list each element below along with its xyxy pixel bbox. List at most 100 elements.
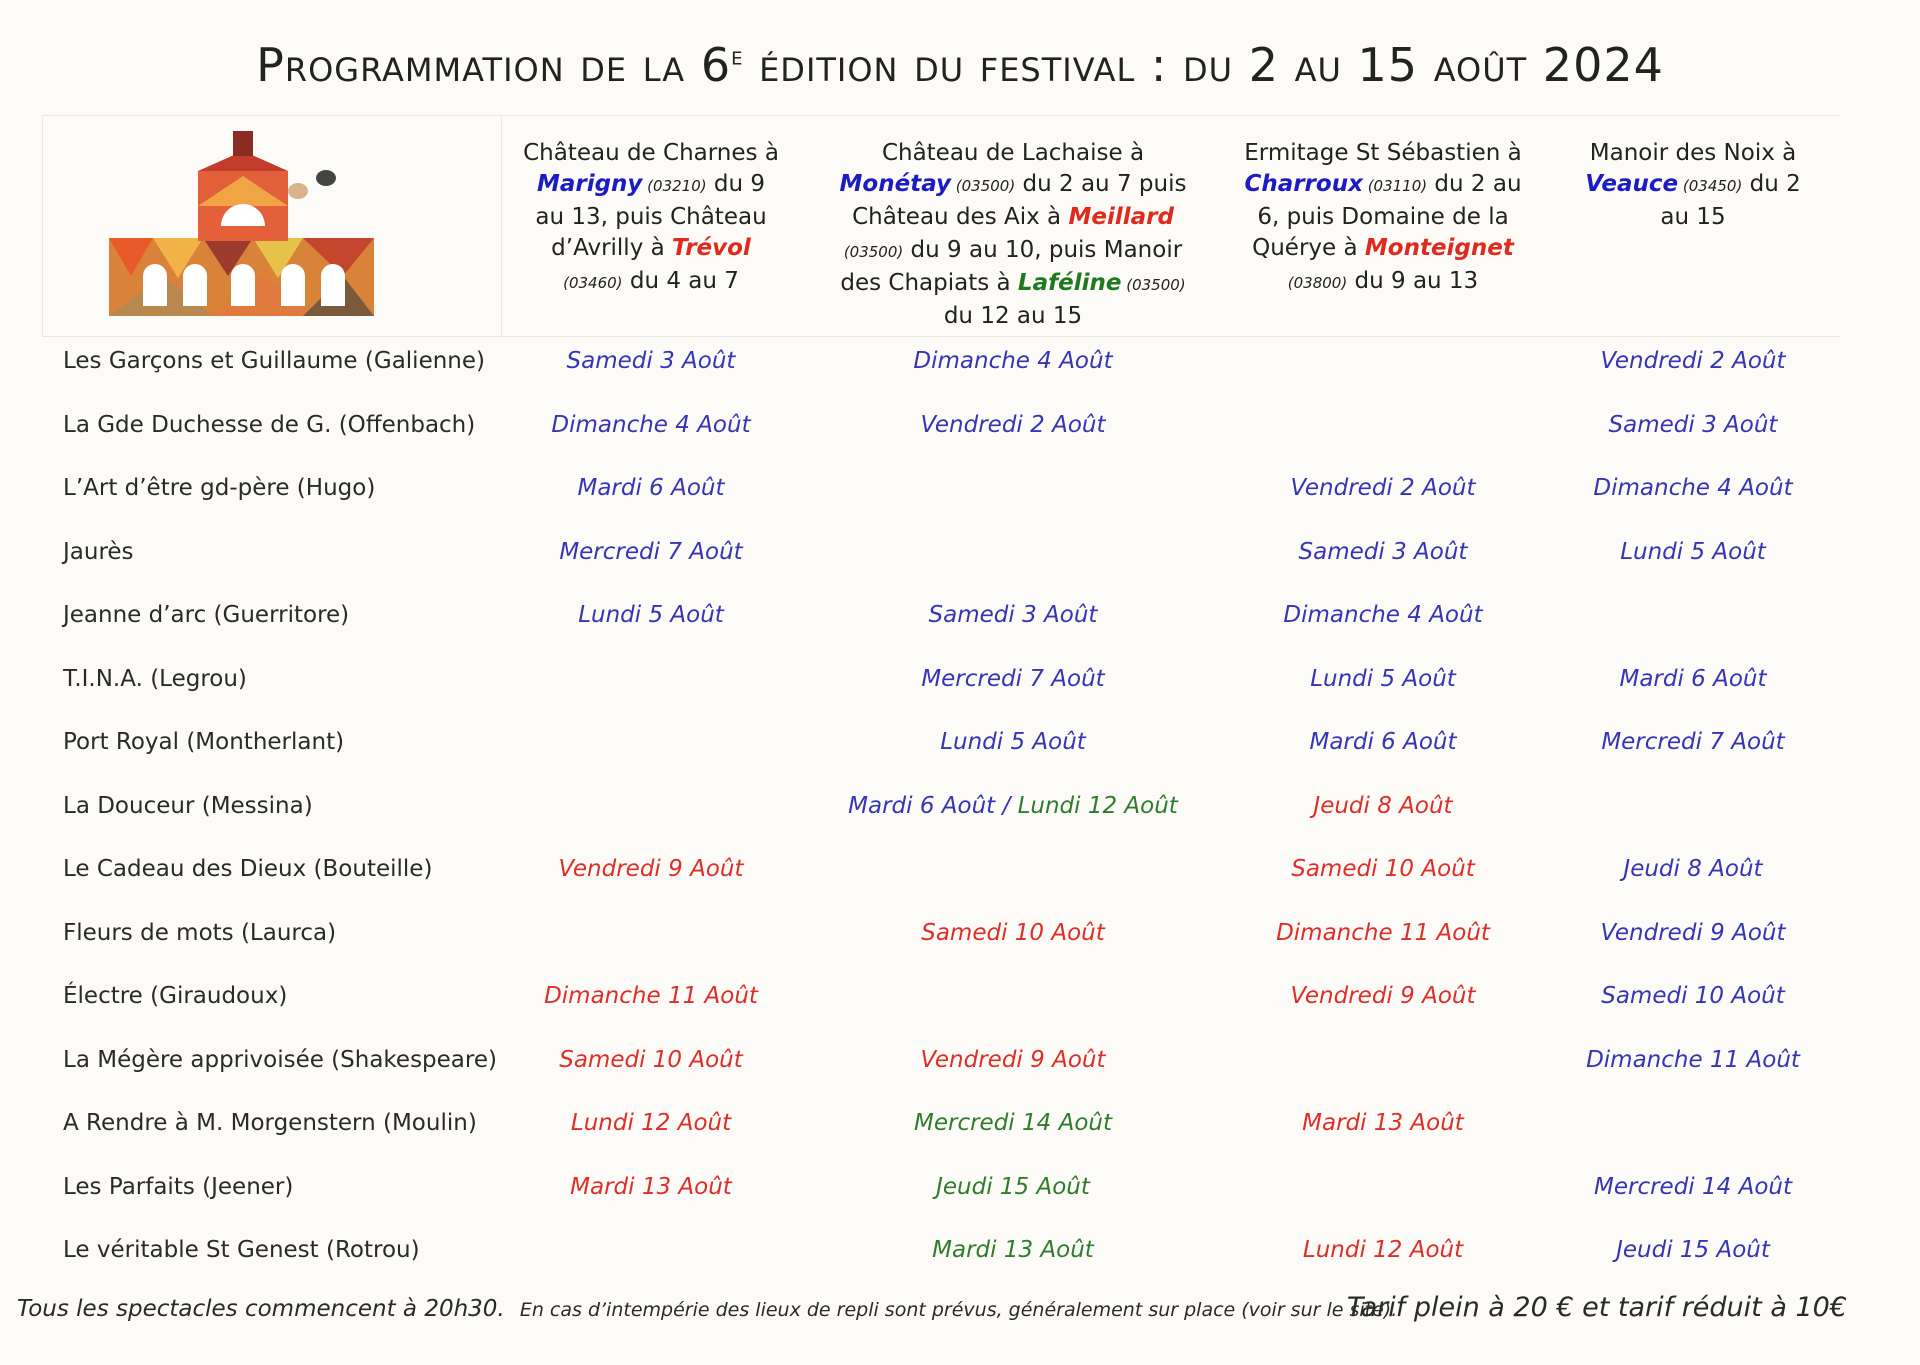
venue-place: Veauce bbox=[1585, 171, 1679, 197]
date-cell: Jeudi 8 Août bbox=[1173, 793, 1593, 819]
date: Lundi 12 Août bbox=[1302, 1237, 1464, 1263]
date: Lundi 5 Août bbox=[940, 729, 1086, 755]
date: Dimanche 11 Août bbox=[1586, 1046, 1800, 1073]
date: Mercredi 7 Août bbox=[921, 665, 1105, 692]
date: Lundi 5 Août bbox=[578, 602, 724, 628]
postal-code: (03500) bbox=[951, 177, 1016, 195]
date: Dimanche 4 Août bbox=[1283, 602, 1483, 628]
date-cell: Mercredi 14 Août bbox=[1483, 1174, 1903, 1200]
footer-start: Tous les spectacles commencent à 20h30. bbox=[17, 1296, 505, 1322]
date-cell: Mardi 6 Août bbox=[1173, 729, 1593, 755]
postal-code: (03460) bbox=[563, 274, 623, 292]
date-cell: Mardi 13 Août bbox=[803, 1237, 1223, 1263]
play-title: Le Cadeau des Dieux (Bouteille) bbox=[63, 856, 433, 882]
date-cell: Vendredi 9 Août bbox=[441, 856, 861, 882]
date: Jeudi 15 Août bbox=[1616, 1237, 1770, 1263]
date-cell: Samedi 10 Août bbox=[1173, 856, 1593, 882]
date-cell: Lundi 5 Août bbox=[441, 602, 861, 628]
venue-text: du 12 au 15 bbox=[943, 303, 1083, 329]
date-cell: Mardi 6 Août bbox=[441, 475, 861, 501]
play-title: Jaurès bbox=[63, 538, 134, 565]
date-cell: Vendredi 9 Août bbox=[1483, 920, 1903, 946]
date-cell: Samedi 10 Août bbox=[803, 920, 1223, 946]
date: Lundi 5 Août bbox=[1310, 665, 1456, 692]
header-band bbox=[42, 115, 1840, 337]
date-cell: Mercredi 7 Août bbox=[1483, 729, 1903, 755]
date: Mardi 13 Août bbox=[570, 1173, 732, 1200]
date-cell: Mercredi 7 Août bbox=[803, 666, 1223, 692]
venue-text: Château de Charnes à bbox=[523, 140, 779, 166]
date-cell: Jeudi 15 Août bbox=[803, 1174, 1223, 1200]
date: Samedi 10 Août bbox=[559, 1046, 743, 1073]
date: Mardi 13 Août bbox=[932, 1237, 1094, 1263]
date: Vendredi 9 Août bbox=[1600, 919, 1786, 946]
date: Dimanche 4 Août bbox=[551, 411, 751, 438]
title-part: Programmation de la 6 bbox=[256, 38, 732, 92]
venue-text: du 9 au 10, puis Manoir des Chapiats à bbox=[840, 237, 1183, 296]
play-title: L’Art d’être gd-père (Hugo) bbox=[63, 475, 376, 501]
date-cell: Vendredi 2 Août bbox=[803, 412, 1223, 438]
date-cell: Lundi 5 Août bbox=[803, 729, 1223, 755]
postal-code: (03800) bbox=[1287, 274, 1348, 292]
venue-text: du 2 au 7 puis Château des Aix à bbox=[852, 171, 1187, 230]
date-cell: Samedi 3 Août bbox=[441, 348, 861, 374]
play-title: La Gde Duchesse de G. (Offenbach) bbox=[63, 411, 476, 438]
date: Mardi 6 Août bbox=[1309, 729, 1457, 755]
date-cell: Samedi 3 Août bbox=[803, 602, 1223, 628]
venue-place: Charroux bbox=[1244, 171, 1363, 197]
date: Mardi 6 Août / bbox=[848, 792, 1018, 819]
date-cell: Mardi 13 Août bbox=[1173, 1110, 1593, 1136]
play-title: La Mégère apprivoisée (Shakespeare) bbox=[63, 1046, 497, 1073]
play-title: Le véritable St Genest (Rotrou) bbox=[63, 1237, 420, 1263]
postal-code: (03210) bbox=[642, 177, 707, 195]
date-cell: Vendredi 9 Août bbox=[803, 1047, 1223, 1073]
date-cell: Lundi 5 Août bbox=[1173, 666, 1593, 692]
play-title: Les Garçons et Guillaume (Galienne) bbox=[63, 348, 485, 374]
date: Samedi 3 Août bbox=[1608, 411, 1778, 438]
date-cell: Jeudi 8 Août bbox=[1483, 856, 1903, 882]
play-title: T.I.N.A. (Legrou) bbox=[63, 665, 247, 692]
venue-text: du 9 au 13 bbox=[1347, 268, 1479, 294]
title: Programmation de la 6e édition du festiv… bbox=[0, 38, 1920, 92]
date-cell: Vendredi 9 Août bbox=[1173, 983, 1593, 1009]
venue-header: Ermitage St Sébastien à Charroux (03110)… bbox=[1238, 138, 1528, 299]
venue-place: Laféline bbox=[1017, 270, 1122, 296]
venue-place: Trévol bbox=[672, 235, 751, 261]
venue-text: Château de Lachaise à bbox=[881, 140, 1145, 166]
date: Vendredi 9 Août bbox=[920, 1046, 1106, 1073]
date: Samedi 3 Août bbox=[928, 602, 1098, 628]
date: Jeudi 8 Août bbox=[1313, 792, 1453, 819]
date-cell: Dimanche 11 Août bbox=[441, 983, 861, 1009]
date: Samedi 10 Août bbox=[1291, 856, 1475, 882]
venue-text: du 4 au 7 bbox=[622, 268, 739, 294]
venue-place: Marigny bbox=[536, 171, 643, 197]
venue-text: du 9 au 13, puis Château d’Avrilly à bbox=[535, 171, 767, 261]
play-title: Jeanne d’arc (Guerritore) bbox=[63, 602, 350, 628]
date-cell: Jeudi 15 Août bbox=[1483, 1237, 1903, 1263]
play-title: La Douceur (Messina) bbox=[63, 792, 313, 819]
date: Samedi 3 Août bbox=[566, 348, 736, 374]
venue-header: Château de Lachaise à Monétay (03500) du… bbox=[831, 138, 1196, 332]
play-title: Port Royal (Montherlant) bbox=[63, 729, 345, 755]
date: Mercredi 14 Août bbox=[914, 1110, 1112, 1136]
date-cell: Dimanche 4 Août bbox=[803, 348, 1223, 374]
postal-code: (03500) bbox=[1121, 276, 1186, 294]
venue-text: du 2 au 6, puis Domaine de la Quérye à bbox=[1252, 171, 1522, 261]
date-cell: Vendredi 2 Août bbox=[1483, 348, 1903, 374]
date: Lundi 12 Août bbox=[1017, 792, 1178, 819]
play-title: Les Parfaits (Jeener) bbox=[63, 1173, 294, 1200]
date: Mardi 6 Août bbox=[577, 475, 725, 501]
date: Mercredi 14 Août bbox=[1594, 1173, 1792, 1200]
logo bbox=[109, 131, 374, 316]
date: Lundi 5 Août bbox=[1620, 538, 1766, 565]
date: Vendredi 2 Août bbox=[1290, 475, 1476, 501]
date-cell: Dimanche 11 Août bbox=[1483, 1047, 1903, 1073]
date: Mardi 6 Août bbox=[1619, 665, 1767, 692]
date-cell: Samedi 10 Août bbox=[441, 1047, 861, 1073]
date: Vendredi 2 Août bbox=[920, 411, 1106, 438]
date: Mercredi 7 Août bbox=[1601, 729, 1785, 755]
date: Mardi 13 Août bbox=[1302, 1110, 1464, 1136]
postal-code: (03500) bbox=[843, 243, 904, 261]
venue-text: Ermitage St Sébastien à bbox=[1244, 140, 1522, 166]
